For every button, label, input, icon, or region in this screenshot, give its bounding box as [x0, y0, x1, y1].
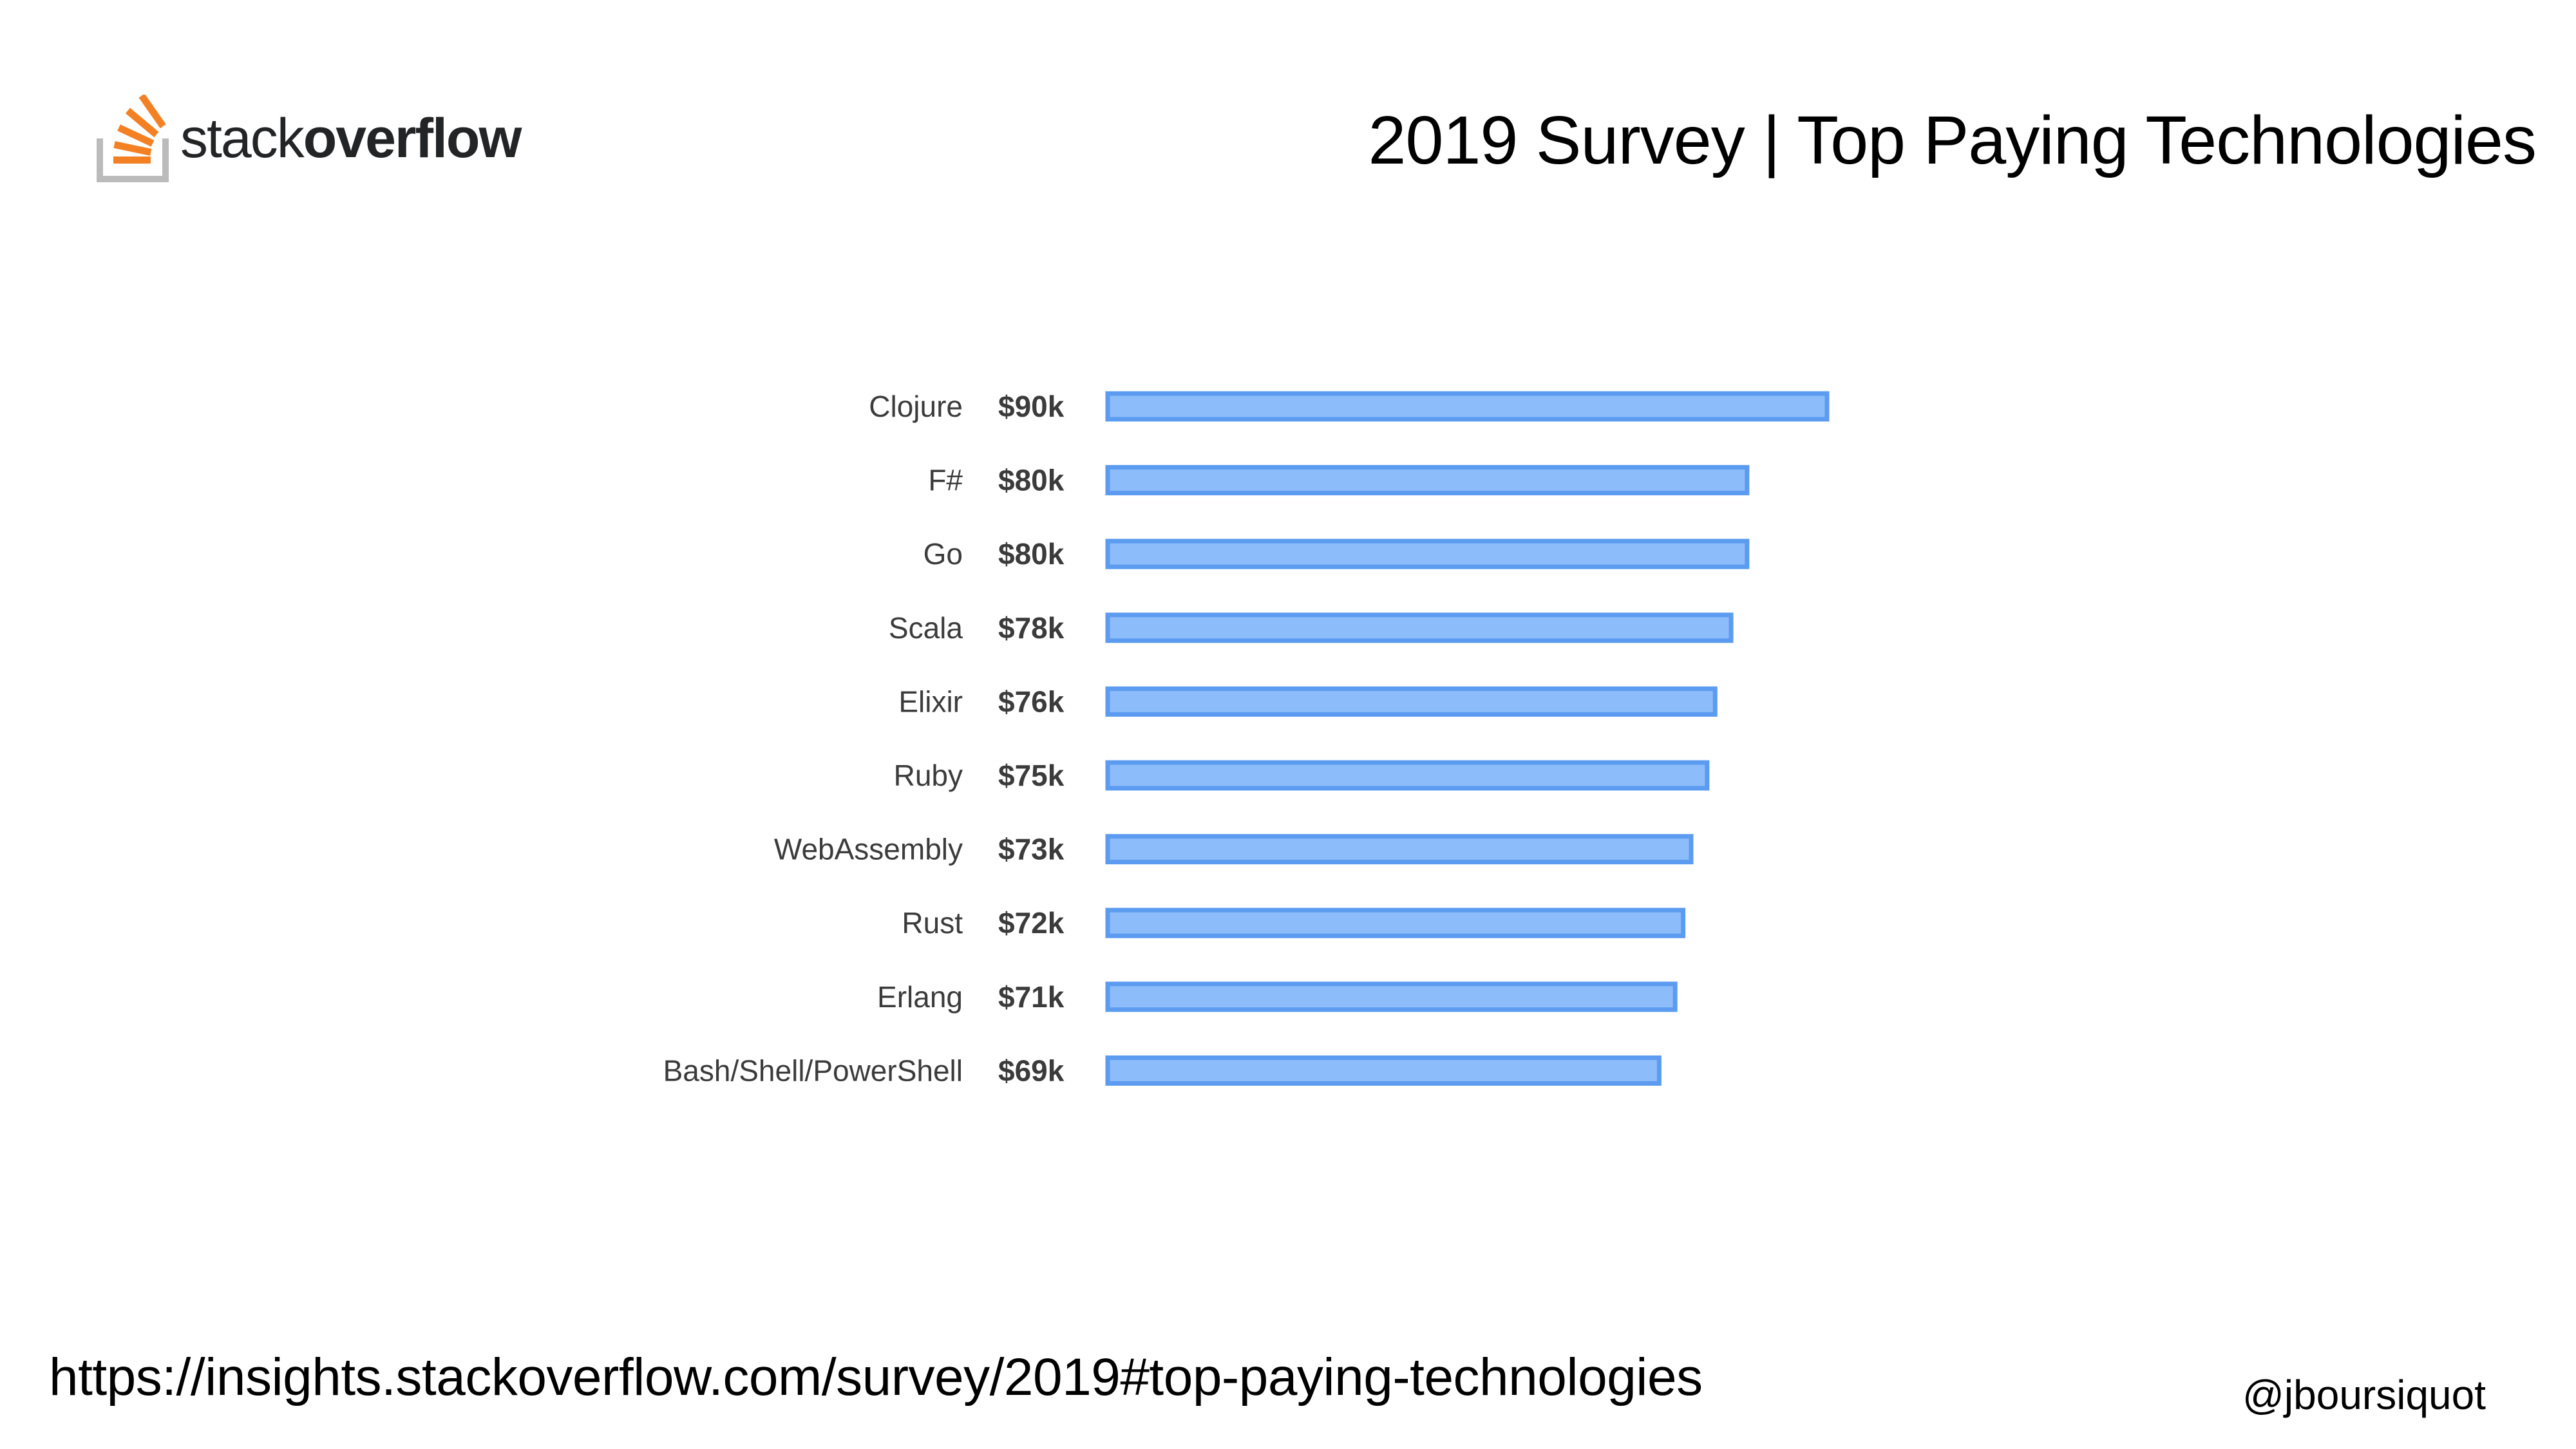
author-handle: @jboursiquot: [2242, 1372, 2486, 1418]
category-label: Rust: [902, 906, 963, 940]
value-label: $76k: [998, 685, 1065, 718]
category-label: Elixir: [898, 685, 963, 718]
stackoverflow-logo-icon: [97, 95, 169, 182]
bar: [1105, 834, 1694, 865]
bar: [1105, 538, 1750, 569]
bar-chart: Clojure $90k F# $80k Go $80k Scala $78k Elixir $7…: [663, 390, 1830, 1087]
logo-wordmark: stackoverflow: [180, 108, 522, 169]
category-label: Clojure: [869, 390, 963, 423]
source-url: https://insights.stackoverflow.com/surve…: [49, 1348, 1703, 1406]
bar: [1105, 391, 1830, 422]
value-label: $90k: [998, 390, 1065, 423]
value-label: $75k: [998, 759, 1065, 792]
category-label: Go: [923, 537, 963, 571]
bar: [1105, 686, 1718, 717]
value-label: $73k: [998, 833, 1065, 866]
category-label: WebAssembly: [774, 833, 963, 866]
category-label: Ruby: [894, 759, 963, 792]
stackoverflow-logo: stackoverflow: [97, 90, 522, 187]
bar: [1105, 760, 1710, 791]
bar: [1105, 907, 1686, 938]
bar: [1105, 612, 1734, 643]
value-label: $80k: [998, 464, 1065, 497]
value-label: $78k: [998, 611, 1065, 645]
value-label: $80k: [998, 537, 1065, 571]
bar: [1105, 465, 1750, 496]
bar: [1105, 1055, 1662, 1086]
slide-title: 2019 Survey | Top Paying Technologies: [1368, 102, 2537, 178]
category-label: F#: [928, 464, 963, 497]
category-label: Scala: [889, 611, 963, 645]
logo-text-stack: stack: [180, 108, 305, 169]
value-label: $72k: [998, 906, 1065, 940]
logo-text-overflow: overflow: [303, 108, 522, 169]
value-label: $71k: [998, 980, 1065, 1014]
category-label: Erlang: [877, 980, 963, 1014]
value-label: $69k: [998, 1054, 1065, 1087]
category-label: Bash/Shell/PowerShell: [663, 1054, 963, 1087]
bar: [1105, 981, 1678, 1012]
